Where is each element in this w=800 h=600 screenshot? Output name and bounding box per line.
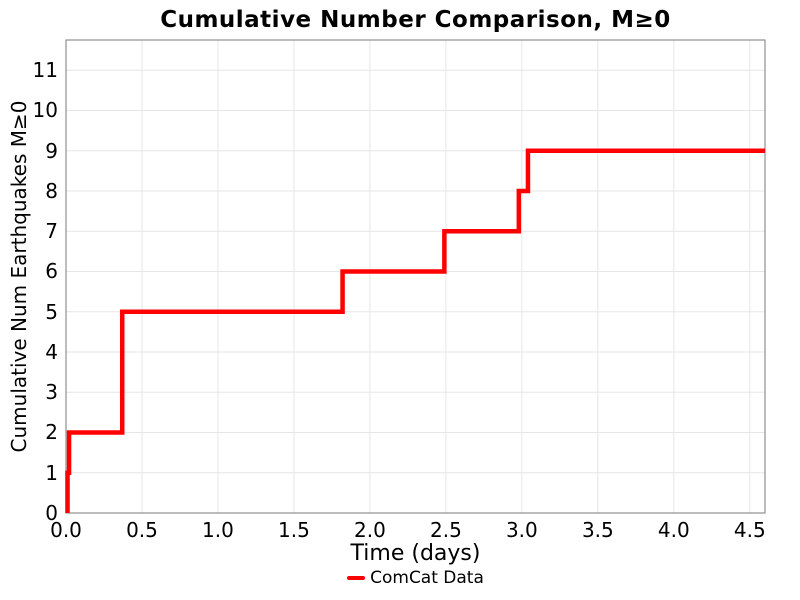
x-axis-label: Time (days) xyxy=(350,541,481,566)
y-tick-label-9: 9 xyxy=(45,138,58,163)
x-tick-label-4.5: 4.5 xyxy=(733,518,766,542)
x-tick-label-3.0: 3.0 xyxy=(505,518,538,542)
legend-line-swatch xyxy=(347,575,366,581)
legend-label: ComCat Data xyxy=(370,568,484,588)
series-line-comcat-data xyxy=(65,148,765,513)
y-tick-label-0: 0 xyxy=(45,501,58,525)
y-tick-label-7: 7 xyxy=(45,219,58,244)
y-tick-label-5: 5 xyxy=(45,299,58,324)
y-tick-label-8: 8 xyxy=(45,178,58,203)
legend: ComCat Data xyxy=(66,566,765,590)
x-tick-label-0.5: 0.5 xyxy=(126,518,158,542)
x-tick-label-1.0: 1.0 xyxy=(202,518,234,542)
x-tick-label-3.5: 3.5 xyxy=(581,518,614,542)
y-tick-label-6: 6 xyxy=(45,259,58,284)
y-tick-label-11: 11 xyxy=(32,58,58,83)
plot-border xyxy=(65,39,766,514)
x-tick-label-2.0: 2.0 xyxy=(354,518,386,542)
y-tick-label-2: 2 xyxy=(45,420,58,445)
y-tick-label-3: 3 xyxy=(45,380,58,405)
x-tick-label-0.0: 0.0 xyxy=(50,518,82,542)
x-tick-label-1.5: 1.5 xyxy=(278,518,310,542)
y-tick-label-1: 1 xyxy=(45,460,58,485)
x-tick-label-2.5: 2.5 xyxy=(429,518,462,542)
y-tick-label-4: 4 xyxy=(45,339,58,364)
y-tick-label-10: 10 xyxy=(32,98,58,123)
x-tick-label-4.0: 4.0 xyxy=(657,518,690,542)
chart-title: Cumulative Number Comparison, M≥0 xyxy=(160,7,671,33)
